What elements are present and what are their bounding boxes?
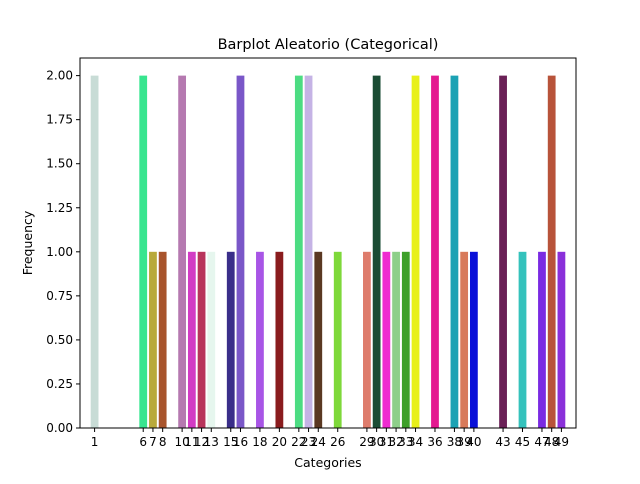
x-tick-label: 47 [534,435,549,449]
bar-7 [149,251,157,428]
y-tick-label: 1.50 [46,157,73,171]
bar-1 [90,75,99,428]
bar-47 [538,251,546,428]
x-axis-label: Categories [294,455,361,470]
bar-38 [450,75,459,428]
bar-18 [256,251,264,428]
chart-title: Barplot Aleatorio (Categorical) [218,37,439,53]
x-tick-label: 34 [408,435,423,449]
bar-8 [158,251,167,428]
x-tick-label: 49 [554,435,569,449]
bar-11 [187,251,196,428]
y-tick-label: 1.75 [46,113,73,127]
x-tick-label: 43 [495,435,510,449]
x-tick-label: 33 [398,435,413,449]
bar-26 [333,251,342,428]
x-tick-label: 20 [272,435,287,449]
x-tick-label: 38 [447,435,462,449]
y-tick-label: 2.00 [46,69,73,83]
x-tick-label: 39 [457,435,472,449]
x-tick-label: 31 [379,435,394,449]
y-tick-label: 0.00 [46,421,73,435]
x-tick-label: 6 [139,435,147,449]
x-tick-label: 16 [233,435,248,449]
bars-layer [90,75,566,428]
x-tick-label: 32 [388,435,403,449]
bar-23 [304,75,313,428]
x-tick-label: 29 [359,435,374,449]
y-tick-label: 0.50 [46,333,73,347]
bar-39 [460,251,469,428]
bar-33 [401,251,410,428]
bar-12 [197,251,206,428]
x-tick-label: 1 [91,435,99,449]
y-axis-label: Frequency [20,210,35,275]
x-tick-label: 48 [544,435,559,449]
bar-22 [294,75,303,428]
bar-31 [382,251,391,428]
x-tick-label: 8 [159,435,167,449]
x-tick-label: 24 [311,435,326,449]
bar-6 [139,75,148,428]
x-tick-label: 23 [301,435,316,449]
x-tick-label: 11 [184,435,199,449]
x-tick-label: 30 [369,435,384,449]
x-tick-label: 18 [252,435,267,449]
x-tick-label: 7 [149,435,157,449]
y-tick-label: 1.00 [46,245,73,259]
bar-13 [207,251,216,428]
bar-49 [557,251,566,428]
bar-24 [314,251,323,428]
bar-48 [547,75,556,428]
bar-15 [226,251,235,428]
y-tick-label: 0.25 [46,377,73,391]
bar-40 [469,251,478,428]
x-tick-label: 15 [223,435,238,449]
x-tick-label: 26 [330,435,345,449]
bar-43 [499,75,507,428]
x-tick-label: 36 [427,435,442,449]
x-tick-label: 10 [174,435,189,449]
bar-30 [372,75,381,428]
y-tick-label: 1.25 [46,201,73,215]
x-tick-label: 45 [515,435,530,449]
x-tick-label: 13 [204,435,219,449]
bar-34 [411,75,420,428]
x-tick-label: 22 [291,435,306,449]
plot-frame [79,57,577,429]
bar-36 [431,75,439,428]
bar-29 [363,251,371,428]
bar-32 [392,251,400,428]
bar-10 [178,75,187,428]
bar-45 [518,251,527,428]
bar-16 [236,75,245,428]
y-axis: 0.00 0.25 0.50 0.75 1.00 1.25 1.50 1.75 2.00 [46,69,80,435]
x-tick-label: 12 [194,435,209,449]
bar-20 [275,251,284,428]
x-tick-label: 40 [466,435,481,449]
y-tick-label: 0.75 [46,289,73,303]
